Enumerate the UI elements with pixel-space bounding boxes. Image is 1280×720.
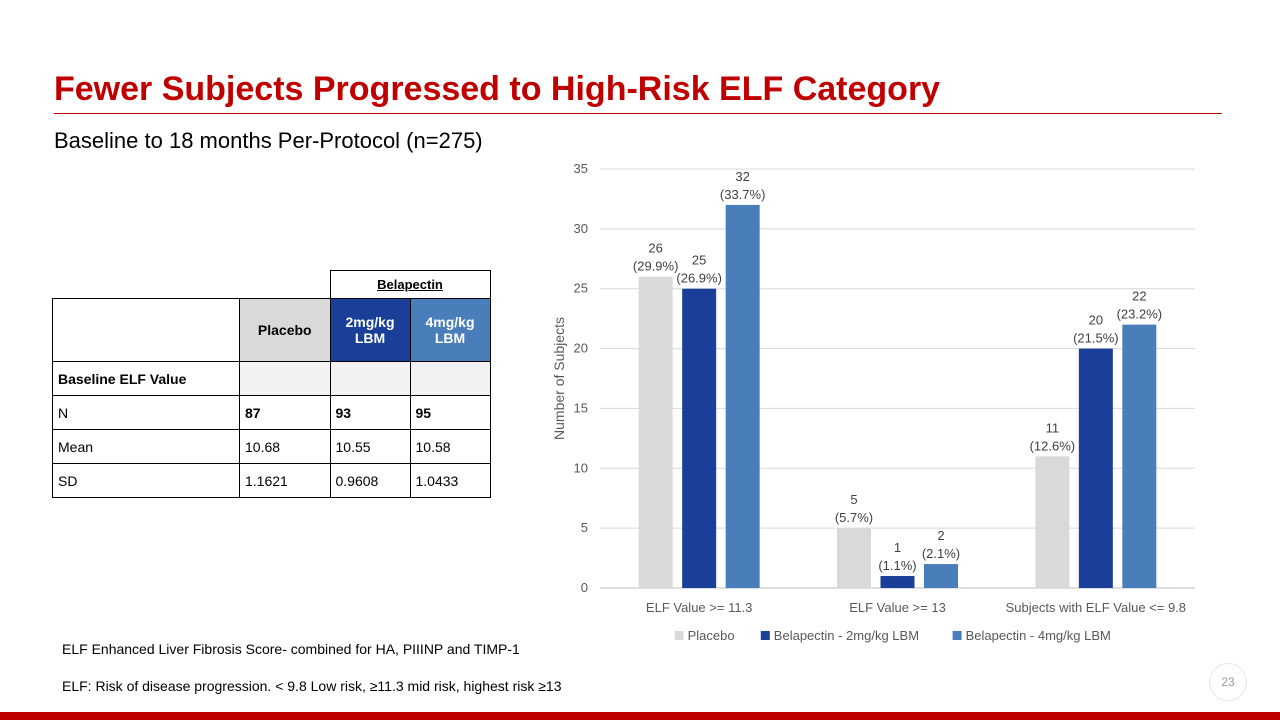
2mg-column-header: 2mg/kg LBM bbox=[329, 298, 411, 362]
row-label: Mean bbox=[52, 429, 240, 464]
data-label-percent: (29.9%) bbox=[633, 259, 679, 274]
baseline-elf-table: Belapectin Placebo 2mg/kg LBM 4mg/kg LBM… bbox=[52, 270, 491, 498]
4mg-column-header: 4mg/kg LBM bbox=[409, 298, 491, 362]
row-label: SD bbox=[52, 463, 240, 498]
bar bbox=[880, 576, 915, 588]
x-tick-label: Subjects with ELF Value <= 9.8 bbox=[1006, 600, 1186, 615]
data-label-count: 5 bbox=[850, 492, 857, 507]
row-label: N bbox=[52, 395, 240, 430]
y-axis-title: Number of Subjects bbox=[551, 317, 567, 440]
y-tick-label: 35 bbox=[574, 161, 588, 176]
bar bbox=[1035, 456, 1070, 588]
data-label-percent: (5.7%) bbox=[835, 510, 873, 525]
title-divider bbox=[54, 113, 1222, 114]
table-row: Mean 10.68 10.55 10.58 bbox=[52, 429, 491, 464]
data-label-count: 20 bbox=[1089, 313, 1103, 328]
slide-subtitle: Baseline to 18 months Per-Protocol (n=27… bbox=[54, 128, 483, 153]
cell-placebo: 87 bbox=[239, 395, 331, 430]
data-label-percent: (33.7%) bbox=[720, 187, 766, 202]
data-label-percent: (12.6%) bbox=[1030, 438, 1076, 453]
cell-4mg: 95 bbox=[409, 395, 491, 430]
data-label-percent: (26.9%) bbox=[676, 271, 722, 286]
data-label-count: 26 bbox=[648, 241, 662, 256]
bar bbox=[837, 528, 871, 588]
bar bbox=[924, 564, 958, 588]
bar bbox=[638, 276, 673, 588]
y-tick-label: 20 bbox=[574, 341, 588, 356]
table-section-row: Baseline ELF Value bbox=[52, 361, 491, 396]
bottom-accent-bar bbox=[0, 712, 1280, 720]
data-label-count: 1 bbox=[894, 540, 901, 555]
y-tick-label: 15 bbox=[574, 400, 588, 415]
y-tick-label: 30 bbox=[574, 221, 588, 236]
table-row: N 87 93 95 bbox=[52, 395, 491, 430]
data-label-percent: (2.1%) bbox=[922, 546, 960, 561]
y-tick-label: 25 bbox=[574, 281, 588, 296]
cell-placebo: 1.1621 bbox=[239, 463, 331, 498]
data-label-percent: (21.5%) bbox=[1073, 331, 1119, 346]
belapectin-group-header: Belapectin bbox=[329, 270, 491, 299]
y-tick-label: 5 bbox=[581, 520, 588, 535]
cell-2mg: 93 bbox=[329, 395, 411, 430]
bar bbox=[725, 204, 760, 588]
cell-4mg: 10.58 bbox=[409, 429, 491, 464]
legend-item: Placebo bbox=[688, 628, 735, 643]
x-tick-label: ELF Value >= 11.3 bbox=[646, 600, 752, 615]
legend-swatch bbox=[760, 631, 770, 640]
legend-swatch bbox=[674, 631, 684, 640]
x-tick-label: ELF Value >= 13 bbox=[849, 600, 946, 615]
footnote-risk-thresholds: ELF: Risk of disease progression. < 9.8 … bbox=[62, 678, 562, 694]
table-group-row: Belapectin bbox=[53, 270, 491, 299]
cell-2mg: 0.9608 bbox=[329, 463, 411, 498]
legend-item: Belapectin - 2mg/kg LBM bbox=[774, 628, 919, 643]
data-label-count: 22 bbox=[1132, 289, 1146, 304]
bar bbox=[1122, 324, 1157, 588]
data-label-count: 25 bbox=[692, 253, 706, 268]
data-label-count: 11 bbox=[1046, 420, 1060, 435]
data-label-count: 2 bbox=[937, 528, 944, 543]
placebo-column-header: Placebo bbox=[239, 298, 331, 362]
table-row: SD 1.1621 0.9608 1.0433 bbox=[52, 463, 491, 498]
footnote-elf-definition: ELF Enhanced Liver Fibrosis Score- combi… bbox=[62, 641, 520, 657]
page-number: 23 bbox=[1209, 663, 1247, 701]
baseline-elf-label: Baseline ELF Value bbox=[52, 361, 240, 396]
header-empty-cell bbox=[52, 298, 240, 362]
data-label-percent: (1.1%) bbox=[878, 558, 916, 573]
cell-4mg: 1.0433 bbox=[409, 463, 491, 498]
data-label-percent: (23.2%) bbox=[1117, 307, 1163, 322]
y-tick-label: 10 bbox=[574, 460, 588, 475]
table-header-row: Placebo 2mg/kg LBM 4mg/kg LBM bbox=[52, 298, 491, 362]
bar bbox=[682, 288, 717, 588]
cell-placebo: 10.68 bbox=[239, 429, 331, 464]
y-tick-label: 0 bbox=[581, 580, 588, 595]
bar bbox=[1078, 348, 1113, 588]
legend-item: Belapectin - 4mg/kg LBM bbox=[966, 628, 1111, 643]
slide-title: Fewer Subjects Progressed to High-Risk E… bbox=[54, 70, 941, 108]
data-label-count: 32 bbox=[735, 169, 749, 184]
legend-swatch bbox=[952, 631, 962, 640]
cell-2mg: 10.55 bbox=[329, 429, 411, 464]
